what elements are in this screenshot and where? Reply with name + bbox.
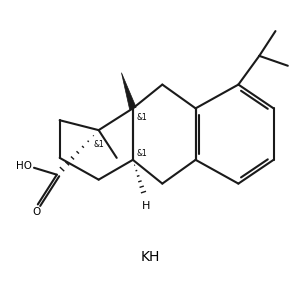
Text: &1: &1 (136, 113, 147, 122)
Text: &1: &1 (136, 149, 147, 158)
Text: H: H (142, 201, 150, 211)
Text: HO: HO (16, 161, 32, 171)
Text: KH: KH (140, 250, 160, 264)
Polygon shape (121, 73, 136, 109)
Text: O: O (32, 207, 40, 217)
Text: &1: &1 (93, 140, 104, 149)
